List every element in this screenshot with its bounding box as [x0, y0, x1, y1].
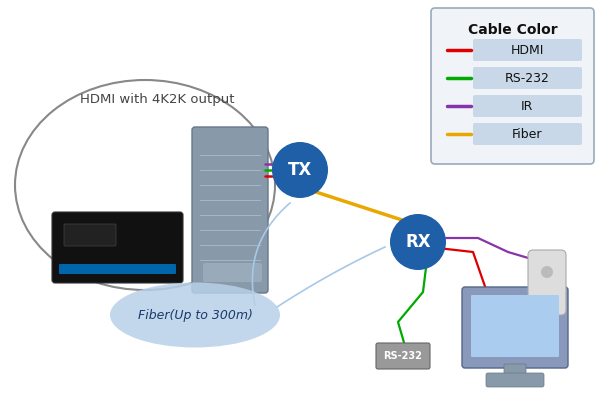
FancyBboxPatch shape [462, 287, 568, 368]
Text: RS-232: RS-232 [505, 72, 550, 84]
Text: IR: IR [521, 100, 533, 112]
FancyBboxPatch shape [59, 264, 176, 274]
Text: RX: RX [405, 233, 431, 251]
Text: TX: TX [288, 161, 312, 179]
FancyBboxPatch shape [52, 212, 183, 283]
Ellipse shape [15, 80, 275, 290]
Circle shape [390, 214, 446, 270]
FancyBboxPatch shape [473, 95, 582, 117]
FancyBboxPatch shape [192, 127, 268, 293]
FancyBboxPatch shape [528, 250, 566, 315]
Text: Fiber(Up to 300m): Fiber(Up to 300m) [137, 308, 253, 322]
FancyBboxPatch shape [504, 364, 526, 378]
Text: HDMI: HDMI [511, 44, 544, 56]
FancyBboxPatch shape [473, 123, 582, 145]
FancyBboxPatch shape [471, 295, 559, 357]
Text: HDMI with 4K2K output: HDMI with 4K2K output [80, 94, 235, 106]
FancyBboxPatch shape [203, 263, 262, 282]
Text: RS-232: RS-232 [383, 351, 422, 361]
Text: Cable Color: Cable Color [467, 23, 557, 37]
Circle shape [541, 266, 553, 278]
Text: Fiber: Fiber [512, 128, 542, 140]
FancyBboxPatch shape [64, 224, 116, 246]
Ellipse shape [110, 282, 280, 348]
FancyBboxPatch shape [473, 67, 582, 89]
FancyBboxPatch shape [376, 343, 430, 369]
FancyBboxPatch shape [486, 373, 544, 387]
Circle shape [272, 142, 328, 198]
FancyBboxPatch shape [473, 39, 582, 61]
FancyBboxPatch shape [431, 8, 594, 164]
